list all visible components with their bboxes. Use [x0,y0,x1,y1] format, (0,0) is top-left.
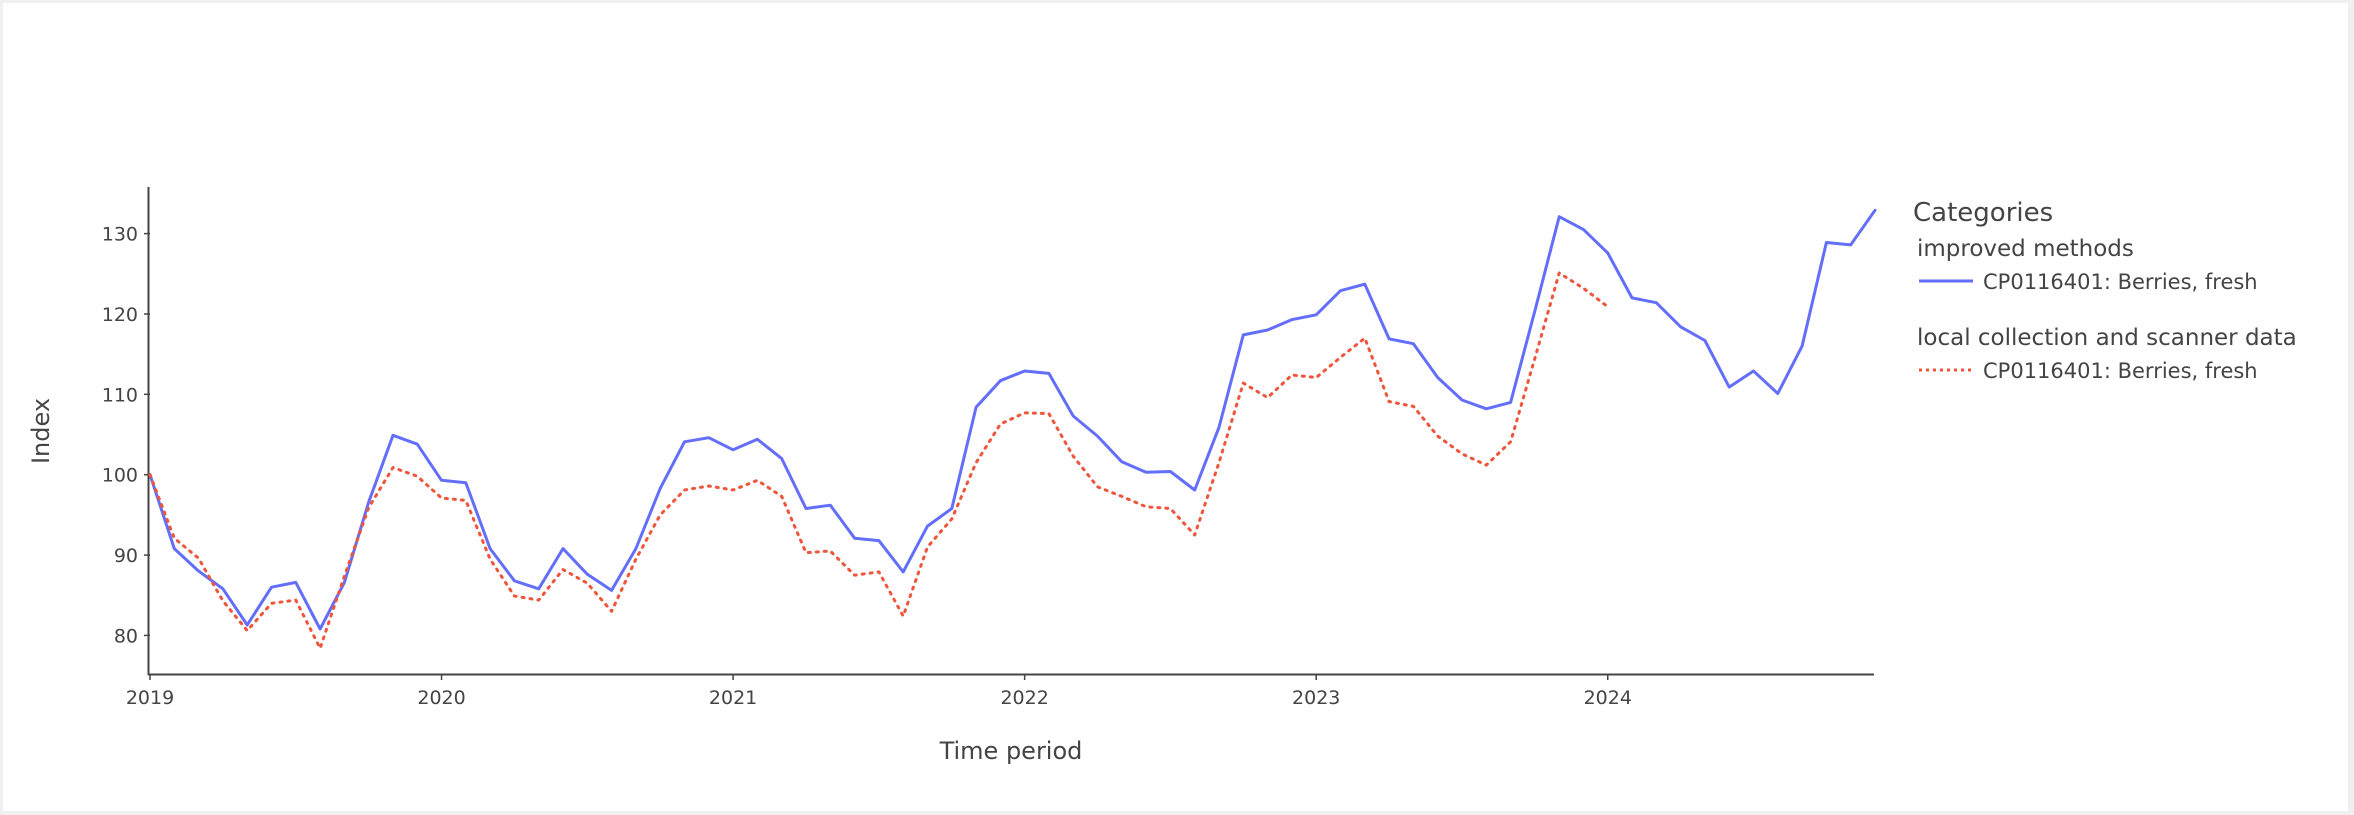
x-tick-label: 2023 [1292,687,1340,709]
x-tick-label: 2020 [417,687,465,709]
legend-group-improved-methods: improved methods [1917,236,2134,262]
legend-label-improved-methods: CP0116401: Berries, fresh [1983,270,2258,294]
series-layer [148,208,1877,650]
legend-label-local-collection: CP0116401: Berries, fresh [1983,359,2258,383]
chart-frame: 80 90 100 110 120 130 2019 2020 2021 2022 2023 202… [3,3,2348,811]
y-tick-label: 100 [102,465,138,487]
x-tick-label: 2022 [1000,687,1048,709]
axes [147,187,1874,676]
series-line-local-collection[interactable] [148,271,1610,650]
y-axis-title: Index [27,398,55,464]
y-tick-label: 80 [114,625,138,647]
series-line-improved-methods[interactable] [148,208,1877,631]
y-tick-label: 120 [102,304,138,326]
legend: Categories improved methods CP0116401: B… [1913,198,2297,383]
line-chart: 80 90 100 110 120 130 2019 2020 2021 2022 2023 202… [27,187,2297,765]
x-tick-label: 2024 [1584,687,1632,709]
legend-item-improved-methods[interactable]: CP0116401: Berries, fresh [1919,270,2258,294]
y-tick-labels: 80 90 100 110 120 130 [102,224,150,647]
y-tick-label: 130 [102,224,138,246]
y-tick-label: 90 [114,545,138,567]
x-tick-label: 2021 [709,687,757,709]
legend-title: Categories [1913,198,2053,228]
legend-group-local-collection: local collection and scanner data [1917,325,2297,351]
y-tick-label: 110 [102,384,138,406]
x-tick-label: 2019 [126,687,174,709]
x-axis-title: Time period [939,737,1083,765]
legend-item-local-collection[interactable]: CP0116401: Berries, fresh [1919,359,2258,383]
x-tick-labels: 2019 2020 2021 2022 2023 2024 [126,674,1632,709]
